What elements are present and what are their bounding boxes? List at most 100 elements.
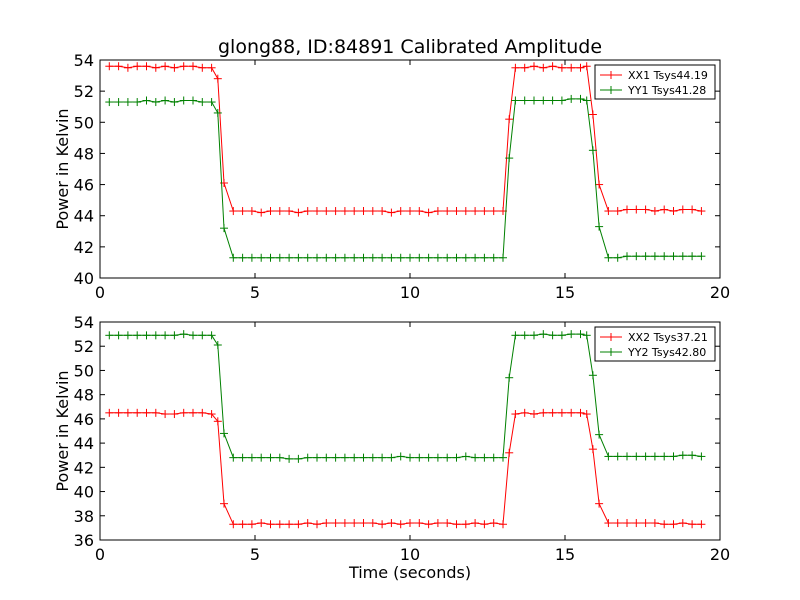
y-tick-label: 54 [74,313,94,332]
y-tick-label: 46 [74,176,94,195]
data-point [387,253,396,262]
data-point [641,252,650,261]
data-point [105,62,114,71]
x-tick-label: 10 [400,283,420,302]
data-point [505,373,514,382]
y-tick-label: 42 [74,238,94,257]
data-point [557,63,566,72]
data-point [424,453,433,462]
y-tick-label: 44 [74,434,94,453]
data-point [247,520,256,529]
data-point [133,62,142,71]
data-point [576,94,585,103]
data-point [582,62,591,71]
data-point [322,519,331,528]
data-point [213,108,222,117]
data-point [396,452,405,461]
data-point [452,253,461,262]
series-2 [105,94,706,262]
plot-panel-2: 0 5 10 15 20 36 38 40 42 44 46 48 50 52 54 Power in Kel… [53,313,730,564]
data-point [133,331,142,340]
data-point [539,96,548,105]
data-point [424,253,433,262]
data-point [151,98,160,107]
data-point [499,453,507,462]
data-point [548,62,557,71]
data-point [461,253,470,262]
data-point [303,519,312,528]
data-point [582,96,591,105]
data-point [368,453,377,462]
x-tick-label: 0 [95,283,105,302]
y-tick-label: 48 [74,386,94,405]
data-point [161,96,170,105]
data-point [443,207,452,216]
data-point [220,499,228,508]
data-point [105,98,114,107]
y-tick-label: 54 [74,51,94,70]
data-point [697,520,706,529]
legend-label: YY2 Tsys42.80 [627,346,706,359]
data-point [303,207,312,216]
data-point [359,453,368,462]
data-point [198,98,207,107]
data-point [650,207,659,216]
data-point [489,453,498,462]
data-point [331,453,340,462]
data-point [378,520,387,529]
data-point [285,207,294,216]
data-point [595,499,604,508]
data-point [511,96,520,105]
y-tick-label: 50 [74,113,94,132]
legend-label: XX1 Tsys44.19 [628,69,708,82]
data-point [480,253,489,262]
data-point [632,252,641,261]
data-point [105,408,114,417]
data-point [557,408,566,417]
data-point [257,208,266,217]
data-point [151,408,160,417]
data-point [213,74,222,83]
data-point [387,208,396,217]
data-point [424,208,433,217]
data-point [189,408,197,417]
data-point [220,224,228,233]
data-point [387,453,396,462]
x-tick-label: 15 [555,545,575,564]
data-point [582,410,591,419]
data-point [207,63,216,72]
data-point [660,252,669,261]
data-point [539,408,548,417]
data-point [142,331,151,340]
data-point [452,520,461,529]
x-tick-label: 20 [710,283,730,302]
data-point [641,452,650,461]
data-point [340,207,349,216]
data-point [229,207,238,216]
data-point [415,453,424,462]
data-point [247,207,256,216]
data-point [641,519,650,528]
data-point [557,331,566,340]
data-point [530,62,538,71]
data-point [433,453,442,462]
data-point [697,452,706,461]
data-point [520,408,529,417]
data-point [678,252,687,261]
data-point [322,453,331,462]
data-point [331,519,340,528]
y-tick-label: 44 [74,207,94,226]
data-point [213,341,222,350]
data-point [443,253,452,262]
data-point [678,451,687,460]
data-point [151,63,160,72]
data-point [189,331,197,340]
data-point [123,408,132,417]
series-2 [105,330,706,463]
data-point [247,453,256,462]
data-point [207,331,216,340]
data-point [266,453,275,462]
data-point [114,331,123,340]
data-point [511,63,520,72]
